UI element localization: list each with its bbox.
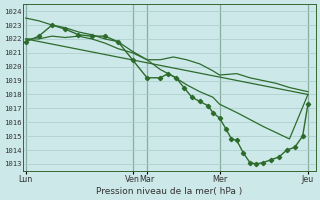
X-axis label: Pression niveau de la mer( hPa ): Pression niveau de la mer( hPa ) (96, 187, 243, 196)
